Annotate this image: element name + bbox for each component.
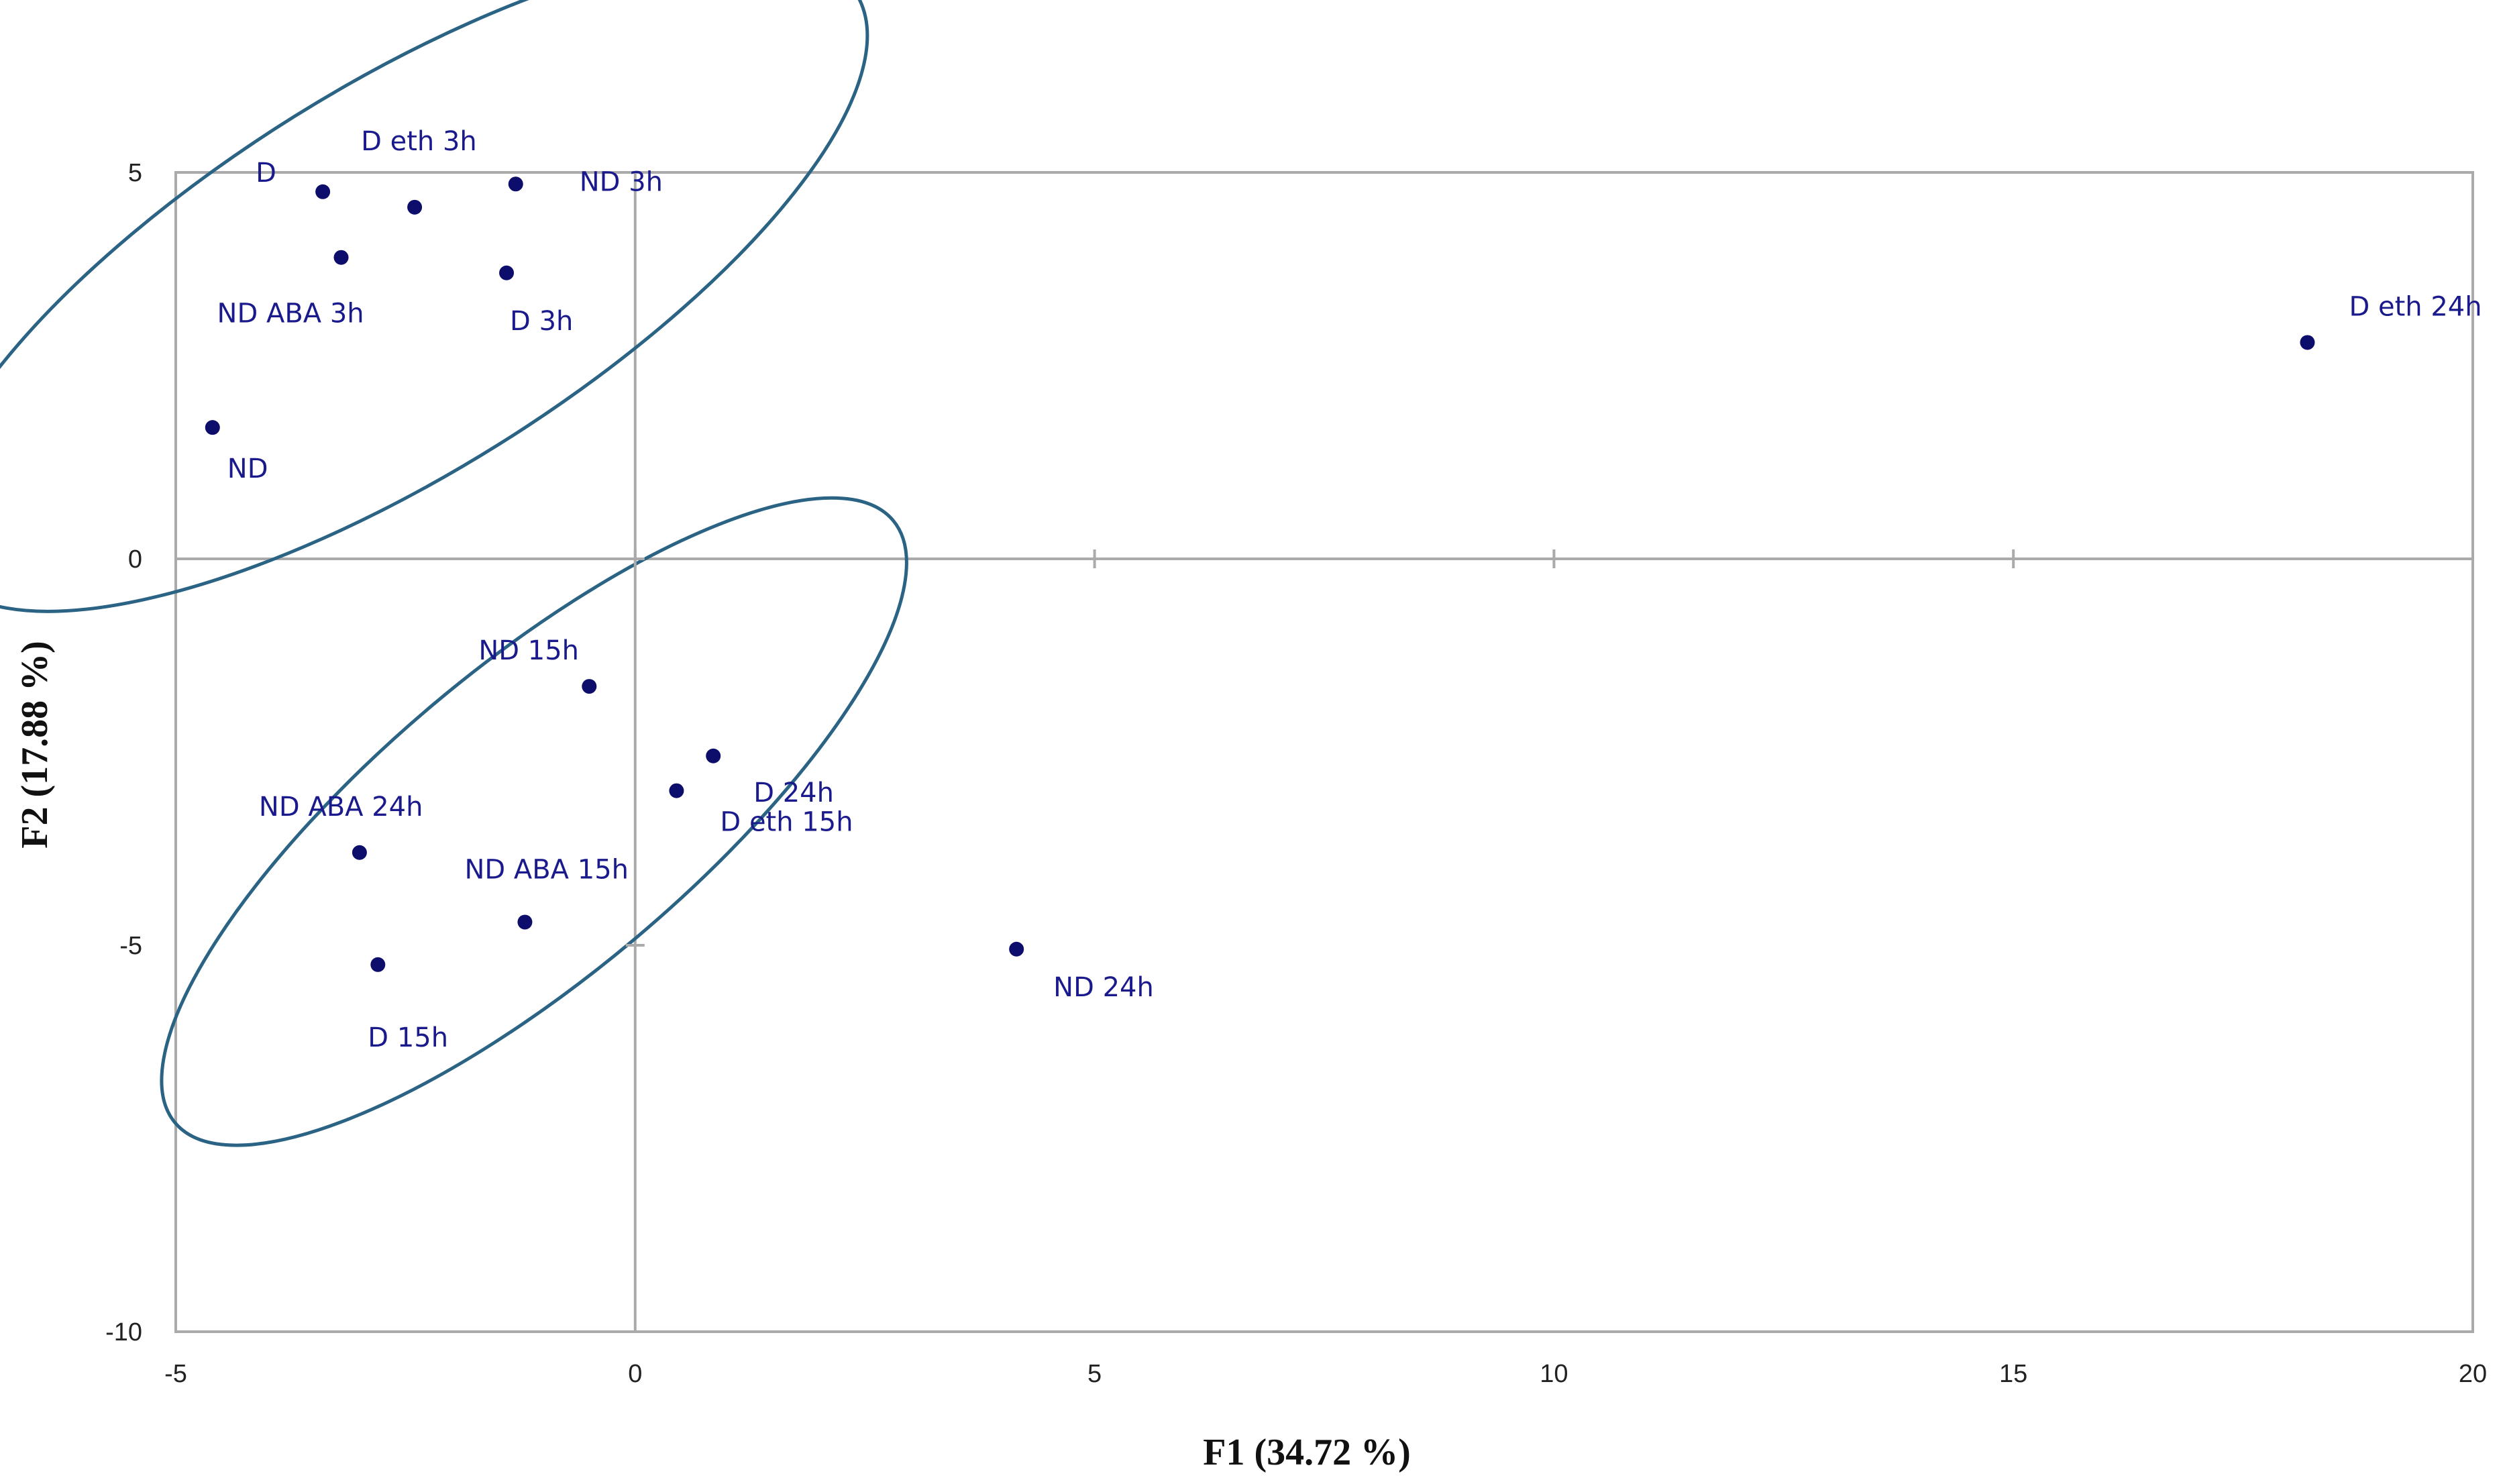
- x-tick-label: 15: [1999, 1360, 2027, 1388]
- y-tick-label: 5: [128, 159, 142, 187]
- point-label: D eth 24h: [2349, 291, 2482, 322]
- data-point: [352, 845, 367, 860]
- point-label: ND ABA 15h: [464, 854, 629, 885]
- x-tick-label: 5: [1087, 1360, 1102, 1388]
- plot-frame: [174, 171, 2474, 1333]
- data-point: [407, 199, 423, 215]
- data-point: [517, 914, 533, 930]
- data-point: [582, 679, 597, 694]
- axis-ticks: -5 0 5 10 15 20 5 0 -5 -10: [105, 159, 2487, 1388]
- x-tick-label: 20: [2459, 1360, 2487, 1388]
- point-label: D 3h: [510, 306, 573, 337]
- y-axis-title: F2 (17.88 %): [14, 641, 56, 849]
- data-point: [333, 250, 349, 265]
- point-label: ND ABA 3h: [217, 299, 364, 329]
- point-label: D eth 15h: [720, 807, 853, 838]
- data-point: [1009, 941, 1024, 957]
- point-label: D 24h: [753, 778, 834, 808]
- point-label: ND 15h: [478, 635, 579, 666]
- x-tick-label: 0: [628, 1360, 642, 1388]
- data-point: [205, 420, 220, 435]
- y-tick-label: -10: [105, 1318, 142, 1346]
- data-point: [508, 176, 523, 192]
- data-point: [706, 748, 721, 763]
- point-labels: D D eth 3h ND 3h ND ABA 3h D 3h ND D eth 24h ND…: [217, 126, 2482, 1053]
- data-point: [370, 957, 386, 972]
- point-label: ND 3h: [580, 166, 663, 197]
- point-label: D eth 3h: [361, 126, 477, 157]
- point-label: D 15h: [368, 1022, 448, 1053]
- data-point: [315, 184, 331, 199]
- cluster-ellipses: [0, 0, 908, 1147]
- x-tick-label: 10: [1540, 1360, 1568, 1388]
- data-points: [205, 176, 2315, 972]
- cluster-ellipse: [160, 496, 908, 1147]
- x-axis-title: F1 (34.72 %): [1203, 1432, 1411, 1473]
- point-label: D: [256, 158, 276, 189]
- point-label: ND 24h: [1053, 972, 1154, 1003]
- point-label: ND: [227, 454, 268, 484]
- x-tick-label: -5: [164, 1360, 187, 1388]
- data-point: [499, 265, 515, 280]
- data-point: [669, 783, 684, 798]
- y-tick-label: -5: [119, 932, 142, 960]
- point-label: ND ABA 24h: [259, 792, 423, 823]
- y-tick-label: 0: [128, 545, 142, 574]
- cluster-ellipse: [0, 0, 869, 613]
- data-point: [2300, 335, 2315, 350]
